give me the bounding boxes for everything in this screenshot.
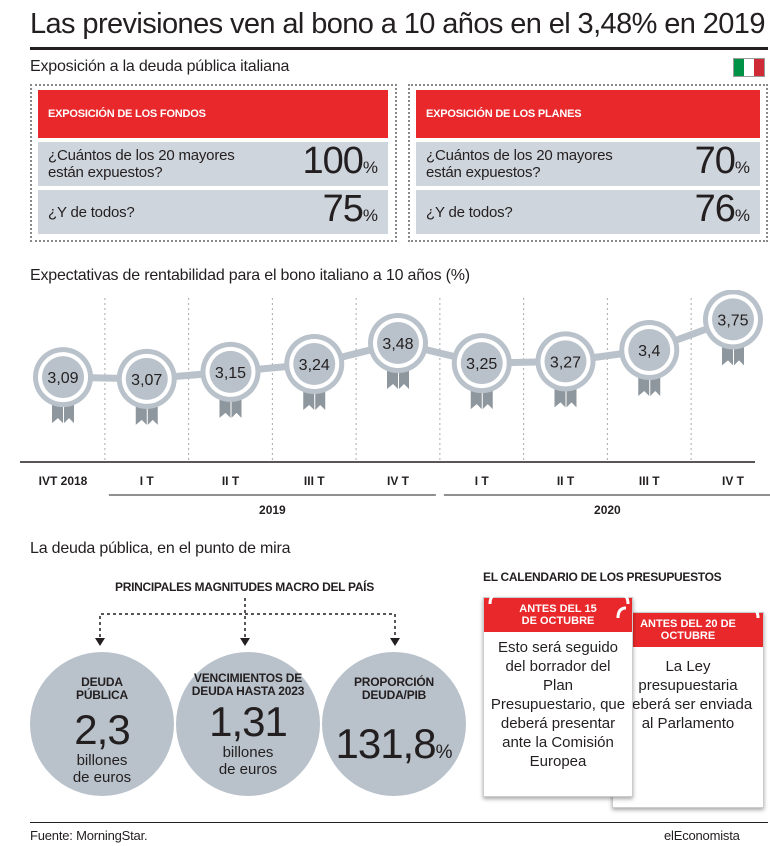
medal-inner (293, 343, 336, 385)
plans-v1-value: 70% (694, 139, 750, 182)
source-note: Fuente: MorningStar. (30, 828, 148, 843)
flag-green-stripe (734, 59, 744, 76)
funds-q2: ¿Y de todos? (48, 203, 135, 221)
debt-gdp-circle-value: 131,8% (335, 720, 453, 767)
title-rule (30, 47, 768, 50)
x-tick-label: III T (304, 474, 325, 488)
page-title: Las previsiones ven al bono a 10 años en… (30, 8, 765, 40)
calendar-card-oct20-header: ANTES DEL 20 DE OCTUBRE (613, 613, 763, 647)
data-label: 3,48 (382, 336, 413, 353)
funds-panel-header: EXPOSICIÓN DE LOS FONDOS (38, 90, 388, 138)
data-label: 3,75 (717, 312, 748, 329)
calendar-card-oct20-body: La Ley presupuestaria deberá ser enviada… (623, 658, 753, 732)
medal-inner (125, 357, 168, 400)
debt-circle-label: DEUDA PÚBLICA (76, 675, 128, 702)
calendar-card-oct20: ANTES DEL 20 DE OCTUBRE La Ley presupues… (612, 612, 764, 808)
x-tick-label: II T (557, 474, 575, 488)
medal-inner (460, 342, 503, 385)
medal-inner (42, 356, 84, 399)
debt-gdp-circle-label: PROPORCIÓN DEUDA/PIB (353, 675, 434, 702)
macro-heading: PRINCIPALES MAGNITUDES MACRO DEL PAÍS (115, 580, 374, 594)
debt-heading: La deuda pública, en el punto de mira (30, 540, 291, 557)
data-label: 3,4 (638, 343, 660, 360)
data-label: 3,27 (550, 354, 581, 371)
calendar-card-oct15: ANTES DEL 15 DE OCTUBRE Esto será seguid… (483, 597, 633, 797)
data-label: 3,09 (47, 370, 78, 387)
macro-connector (95, 598, 400, 646)
x-tick-label: I T (140, 474, 155, 488)
funds-v1-value: 100% (302, 139, 378, 182)
flag-white-stripe (744, 59, 754, 76)
funds-row-top20: ¿Cuántos de los 20 mayores están expuest… (38, 142, 388, 186)
year-group-label: 2020 (594, 503, 621, 517)
data-label: 3,24 (299, 357, 330, 374)
data-label: 3,15 (215, 365, 246, 382)
calendar-heading: EL CALENDARIO DE LOS PRESUPUESTOS (483, 570, 722, 584)
x-tick-label: IV T (387, 474, 410, 488)
medal-inner (712, 298, 754, 341)
maturities-circle: VENCIMIENTOS DE DEUDA HASTA 2023 1,31 bi… (176, 652, 320, 796)
calendar-card-oct15-body: Esto será seguido del borrador del Plan … (490, 639, 626, 770)
debt-gdp-circle: PROPORCIÓN DEUDA/PIB 131,8% (322, 652, 466, 796)
plans-q1: ¿Cuántos de los 20 mayores están expuest… (426, 147, 613, 181)
medal-inner (209, 350, 252, 393)
maturities-circle-unit: billones de euros (218, 744, 278, 778)
year-group-label: 2019 (259, 503, 286, 517)
debt-circle: DEUDA PÚBLICA 2,3 billones de euros (30, 652, 174, 796)
x-tick-label: I T (475, 474, 490, 488)
footer-rule (30, 822, 768, 823)
medal-inner (628, 329, 671, 371)
flag-red-stripe (754, 59, 764, 76)
funds-v2-value: 75% (322, 187, 378, 230)
yield-expectations-chart: 3,09 3,07 3,15 3,24 3,48 3,25 3,27 3,4 3,75 IVT 2… (20, 290, 770, 517)
data-label: 3,07 (131, 372, 162, 389)
chart-title: Expectativas de rentabilidad para el bon… (30, 267, 470, 284)
x-tick-label: IVT 2018 (39, 474, 88, 488)
plans-row-top20: ¿Cuántos de los 20 mayores están expuest… (416, 142, 760, 186)
funds-row-all: ¿Y de todos? 75% (38, 190, 388, 234)
brand-logo: elEconomista (664, 828, 740, 843)
calendar-ring-icon (488, 592, 760, 619)
data-label: 3,25 (466, 356, 497, 373)
maturities-circle-value: 1,31 (209, 698, 288, 745)
plans-panel-header: EXPOSICIÓN DE LOS PLANES (416, 90, 760, 138)
plans-v2-value: 76% (694, 187, 750, 230)
x-tick-label: IV T (722, 474, 745, 488)
exposure-heading: Exposición a la deuda pública italiana (30, 58, 290, 75)
debt-circle-value: 2,3 (74, 706, 130, 753)
x-tick-label: III T (639, 474, 660, 488)
plans-row-all: ¿Y de todos? 76% (416, 190, 760, 234)
calendar-card-oct15-header: ANTES DEL 15 DE OCTUBRE (484, 598, 632, 632)
plans-q2: ¿Y de todos? (426, 203, 513, 221)
funds-exposure-panel: EXPOSICIÓN DE LOS FONDOS ¿Cuántos de los… (30, 84, 397, 242)
funds-q1: ¿Cuántos de los 20 mayores están expuest… (48, 147, 235, 181)
medal-inner (544, 340, 587, 383)
maturities-circle-label: VENCIMIENTOS DE DEUDA HASTA 2023 (191, 671, 305, 698)
medal-inner (377, 322, 419, 364)
debt-circle-unit: billones de euros (72, 752, 132, 786)
italy-flag-icon (733, 58, 765, 77)
plans-exposure-panel: EXPOSICIÓN DE LOS PLANES ¿Cuántos de los… (408, 84, 768, 242)
x-tick-label: II T (222, 474, 240, 488)
